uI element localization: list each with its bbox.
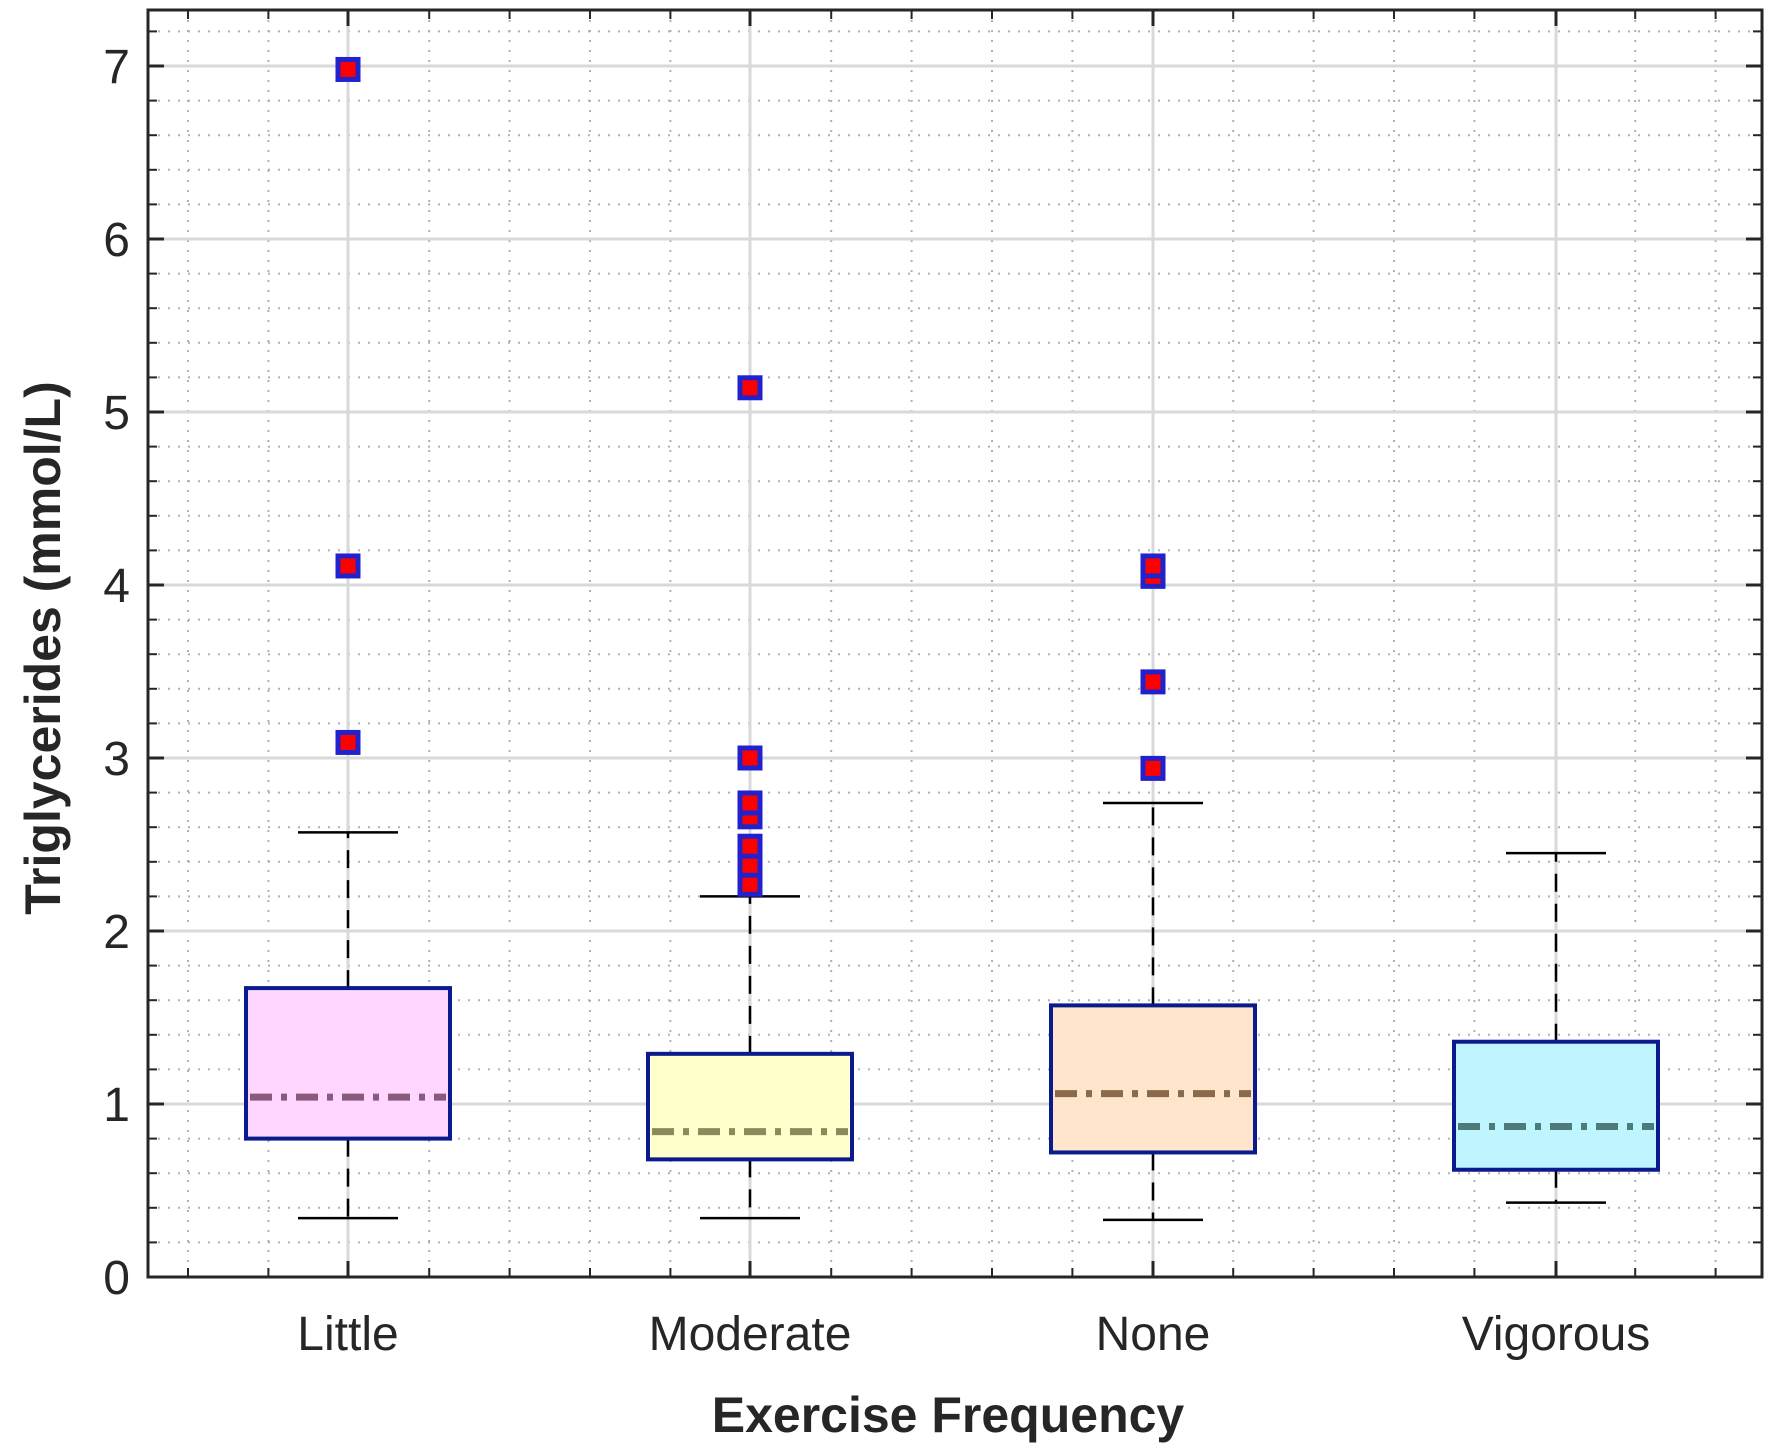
outlier-point — [737, 745, 763, 771]
labels-layer: 0 1 2 3 4 5 6 7 Little Moderate None Vigorous — [103, 41, 1650, 1361]
box-iqr — [1049, 1003, 1257, 1155]
box-iqr — [1452, 1039, 1660, 1172]
y-axis-title: Triglycerides (mmol/L) — [15, 381, 71, 914]
axes-layer — [146, 8, 1764, 1279]
axes-frame — [146, 8, 1764, 1279]
x-tick-label: Vigorous — [1462, 1308, 1651, 1361]
x-tick-label: Moderate — [649, 1308, 852, 1361]
y-tick-label: 5 — [103, 387, 130, 440]
outlier-point — [335, 553, 361, 579]
box-iqr — [646, 1051, 854, 1162]
outlier-point — [1140, 755, 1166, 781]
x-tick-label: Little — [297, 1308, 398, 1361]
outlier-point — [1140, 553, 1166, 579]
box-none — [1049, 553, 1257, 1222]
y-tick-label: 7 — [103, 41, 130, 94]
x-axis-title: Exercise Frequency — [712, 1387, 1185, 1443]
boxes-layer — [244, 56, 1660, 1222]
x-tick-label: None — [1096, 1308, 1211, 1361]
box-moderate — [646, 375, 854, 1220]
y-tick-label: 6 — [103, 214, 130, 267]
y-tick-label: 1 — [103, 1079, 130, 1132]
outlier-point — [335, 729, 361, 755]
box-little — [244, 56, 452, 1220]
outlier-point — [737, 790, 763, 816]
y-tick-label: 4 — [103, 560, 130, 613]
box-vigorous — [1452, 851, 1660, 1204]
outlier-point — [1140, 669, 1166, 695]
y-tick-label: 0 — [103, 1252, 130, 1305]
y-tick-label: 3 — [103, 733, 130, 786]
box-iqr — [244, 986, 452, 1141]
outlier-point — [335, 56, 361, 82]
outlier-point — [737, 833, 763, 859]
y-tick-label: 2 — [103, 906, 130, 959]
outlier-point — [737, 375, 763, 401]
